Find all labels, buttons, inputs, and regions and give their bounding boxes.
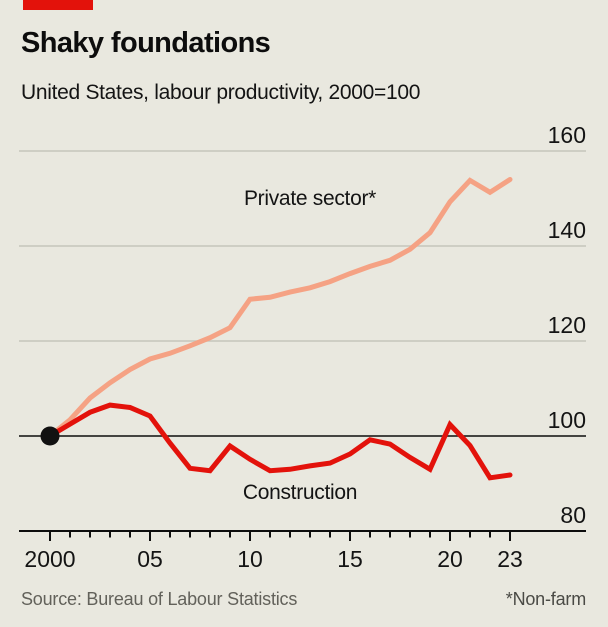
construction-label: Construction: [243, 481, 357, 504]
chart-title: Shaky foundations: [21, 27, 271, 59]
gridlines: [19, 150, 586, 437]
start-dot: [40, 426, 60, 446]
x-tick-label: 10: [237, 546, 263, 572]
construction-line: [47, 402, 513, 481]
red-accent-tab: [23, 0, 93, 10]
private-sector-line: [47, 177, 513, 439]
y-tick-label: 160: [548, 122, 586, 148]
y-tick-label: 100: [548, 407, 586, 433]
y-tick-label: 80: [560, 502, 586, 528]
chart-subtitle: United States, labour productivity, 2000…: [21, 81, 421, 104]
x-tick-label: 20: [437, 546, 463, 572]
private-sector-label: Private sector*: [244, 187, 376, 210]
x-tick-label: 05: [137, 546, 163, 572]
footnote: *Non-farm: [505, 589, 586, 609]
x-tick-label: 15: [337, 546, 363, 572]
x-axis: [19, 530, 586, 541]
source-note: Source: Bureau of Labour Statistics: [21, 589, 298, 609]
y-tick-label: 120: [548, 312, 586, 338]
x-tick-label: 2000: [24, 546, 75, 572]
y-tick-label: 140: [548, 217, 586, 243]
x-axis-labels: 2000 05 10 15 20 23: [24, 546, 522, 572]
y-axis-labels: 80 100 120 140 160: [548, 122, 586, 528]
x-tick-label: 23: [497, 546, 523, 572]
